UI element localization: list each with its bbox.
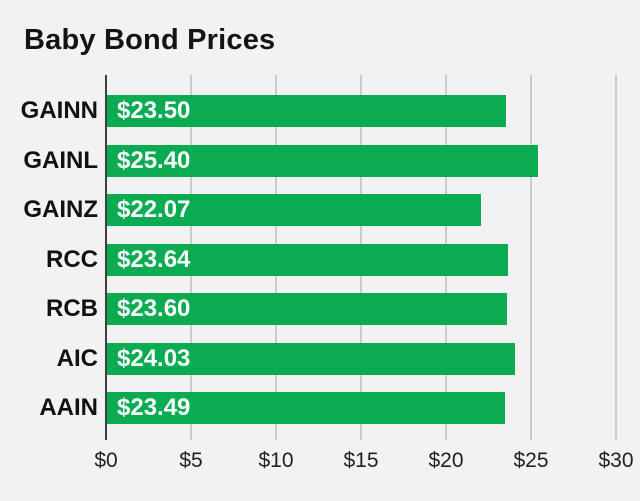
category-label: GAINL bbox=[23, 146, 98, 174]
plot-area: $23.50 $25.40 $22.07 $23.64 $23.60 $24.03 $23.… bbox=[105, 75, 617, 440]
category-label: GAINN bbox=[20, 97, 98, 124]
bar: $24.03 bbox=[106, 342, 515, 375]
x-tick-label: $10 bbox=[258, 449, 294, 472]
bar: $23.60 bbox=[106, 293, 508, 325]
bar: $23.50 bbox=[106, 95, 506, 127]
category-label: RCB bbox=[46, 295, 98, 322]
category-label: AIC bbox=[56, 344, 98, 372]
category-label: RCC bbox=[46, 245, 98, 273]
category-axis: GAINN GAINL GAINZ RCC RCB AIC AAIN bbox=[0, 75, 98, 440]
bar-value-label: $22.07 bbox=[117, 196, 191, 223]
bar-value-label: $23.50 bbox=[117, 97, 191, 124]
bar: $22.07 bbox=[106, 194, 482, 226]
gridline bbox=[615, 75, 617, 440]
x-tick-label: $15 bbox=[343, 449, 379, 472]
x-tick-label: $0 bbox=[94, 449, 118, 472]
bar-value-label: $23.49 bbox=[117, 394, 191, 421]
gridline bbox=[530, 75, 532, 440]
chart-title: Baby Bond Prices bbox=[24, 24, 276, 56]
value-axis: $0 $5 $10 $15 $20 $25 $30 bbox=[0, 449, 640, 477]
bar-value-label: $23.60 bbox=[117, 295, 191, 322]
bar-value-label: $24.03 bbox=[117, 344, 191, 372]
x-tick-label: $5 bbox=[179, 449, 203, 472]
bar: $23.49 bbox=[106, 392, 506, 424]
bar-value-label: $25.40 bbox=[117, 146, 191, 174]
x-tick-label: $25 bbox=[513, 449, 549, 472]
zero-axis-line bbox=[105, 75, 107, 440]
x-tick-label: $30 bbox=[598, 449, 634, 472]
bar: $23.64 bbox=[106, 243, 508, 276]
category-label: GAINZ bbox=[23, 196, 98, 223]
bar-value-label: $23.64 bbox=[117, 245, 191, 273]
bar: $25.40 bbox=[106, 144, 538, 177]
category-label: AAIN bbox=[39, 394, 98, 421]
x-tick-label: $20 bbox=[428, 449, 464, 472]
